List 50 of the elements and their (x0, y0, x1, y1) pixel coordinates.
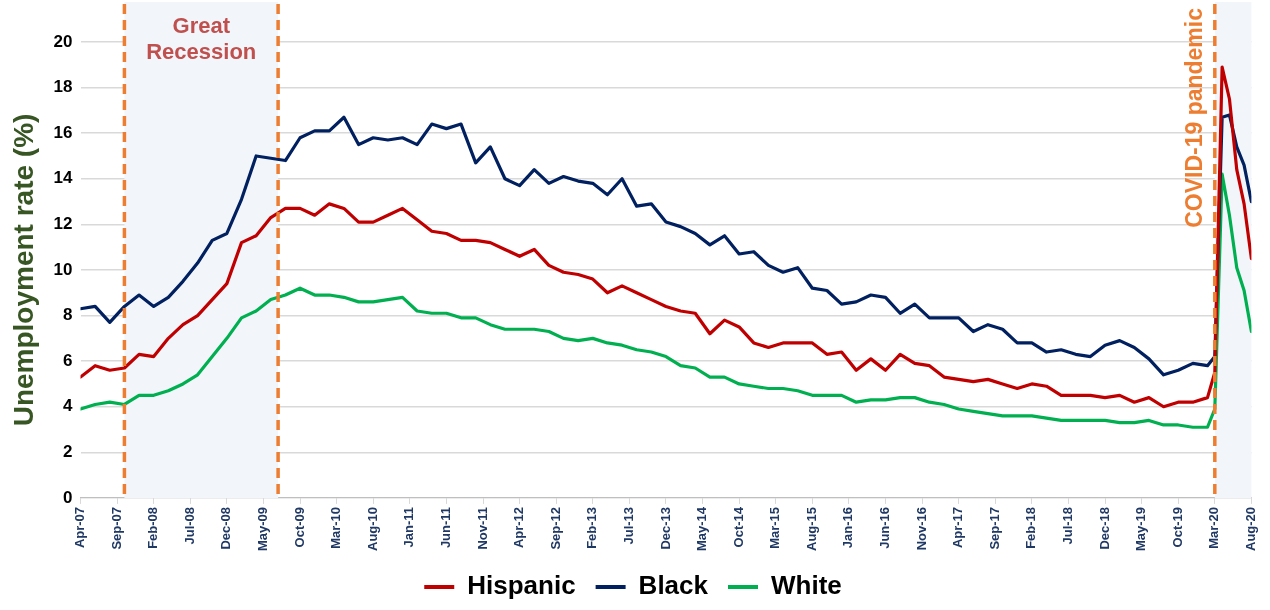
x-tick-label: Mar-10 (328, 506, 344, 549)
x-tick-label: Nov-16 (913, 506, 929, 551)
x-tick-label: Jan-11 (401, 506, 417, 548)
x-tick-label: Jul-13 (620, 506, 636, 545)
x-tick-label: Jun-16 (877, 506, 893, 549)
x-tick-label: Sep-07 (108, 506, 124, 550)
x-tick-label: May-19 (1133, 506, 1149, 551)
y-tick-label: 10 (53, 259, 73, 279)
y-tick-label: 6 (63, 350, 73, 370)
x-tick-label: Oct-09 (291, 506, 307, 548)
ref-line-label: COVID-19 pandemic (1180, 7, 1207, 228)
x-tick-label: Mar-20 (1206, 506, 1222, 549)
x-tick-label: Feb-13 (584, 506, 600, 549)
y-axis-title: Unemployment rate (%) (7, 113, 39, 427)
legend-label: White (770, 570, 842, 601)
x-tick-label: Sep-17 (986, 506, 1002, 550)
x-tick-label: Apr-17 (950, 506, 966, 549)
y-tick-label: 18 (53, 77, 73, 97)
y-tick-label: 4 (63, 396, 74, 416)
x-tick-label: Jul-18 (1060, 506, 1076, 545)
x-tick-label: Jul-08 (181, 506, 197, 545)
y-tick-label: 16 (53, 122, 73, 142)
x-tick-label: Aug-10 (364, 506, 380, 551)
x-tick-label: May-09 (255, 506, 271, 551)
x-tick-label: Apr-07 (72, 506, 88, 549)
x-tick-label: Sep-12 (547, 506, 563, 550)
x-tick-label: Jun-11 (437, 506, 453, 549)
x-tick-label: Apr-12 (511, 506, 527, 549)
x-tick-label: Aug-20 (1242, 506, 1258, 551)
y-tick-label: 20 (53, 31, 73, 51)
band-label: Great Recession (146, 13, 257, 65)
x-tick-label: Mar-15 (767, 506, 783, 549)
y-tick-label: 12 (53, 214, 73, 234)
x-tick-label: Dec-13 (657, 506, 673, 550)
legend-label: Hispanic (467, 570, 576, 601)
y-tick-label: 0 (63, 487, 73, 507)
x-tick-label: Feb-18 (1023, 506, 1039, 549)
x-tick-label: Nov-11 (474, 506, 490, 550)
x-tick-label: Dec-08 (218, 506, 234, 550)
legend-label: Black (638, 570, 709, 601)
y-tick-label: 14 (53, 168, 74, 188)
x-tick-label: Aug-15 (803, 506, 819, 551)
y-tick-label: 2 (63, 442, 73, 462)
x-tick-label: Jan-16 (840, 506, 856, 549)
x-tick-label: May-14 (694, 506, 710, 551)
x-tick-label: Feb-08 (145, 506, 161, 549)
x-tick-label: Dec-18 (1096, 506, 1112, 550)
y-tick-label: 8 (63, 305, 73, 325)
x-tick-label: Oct-14 (730, 506, 746, 548)
x-tick-label: Oct-19 (1169, 506, 1185, 548)
